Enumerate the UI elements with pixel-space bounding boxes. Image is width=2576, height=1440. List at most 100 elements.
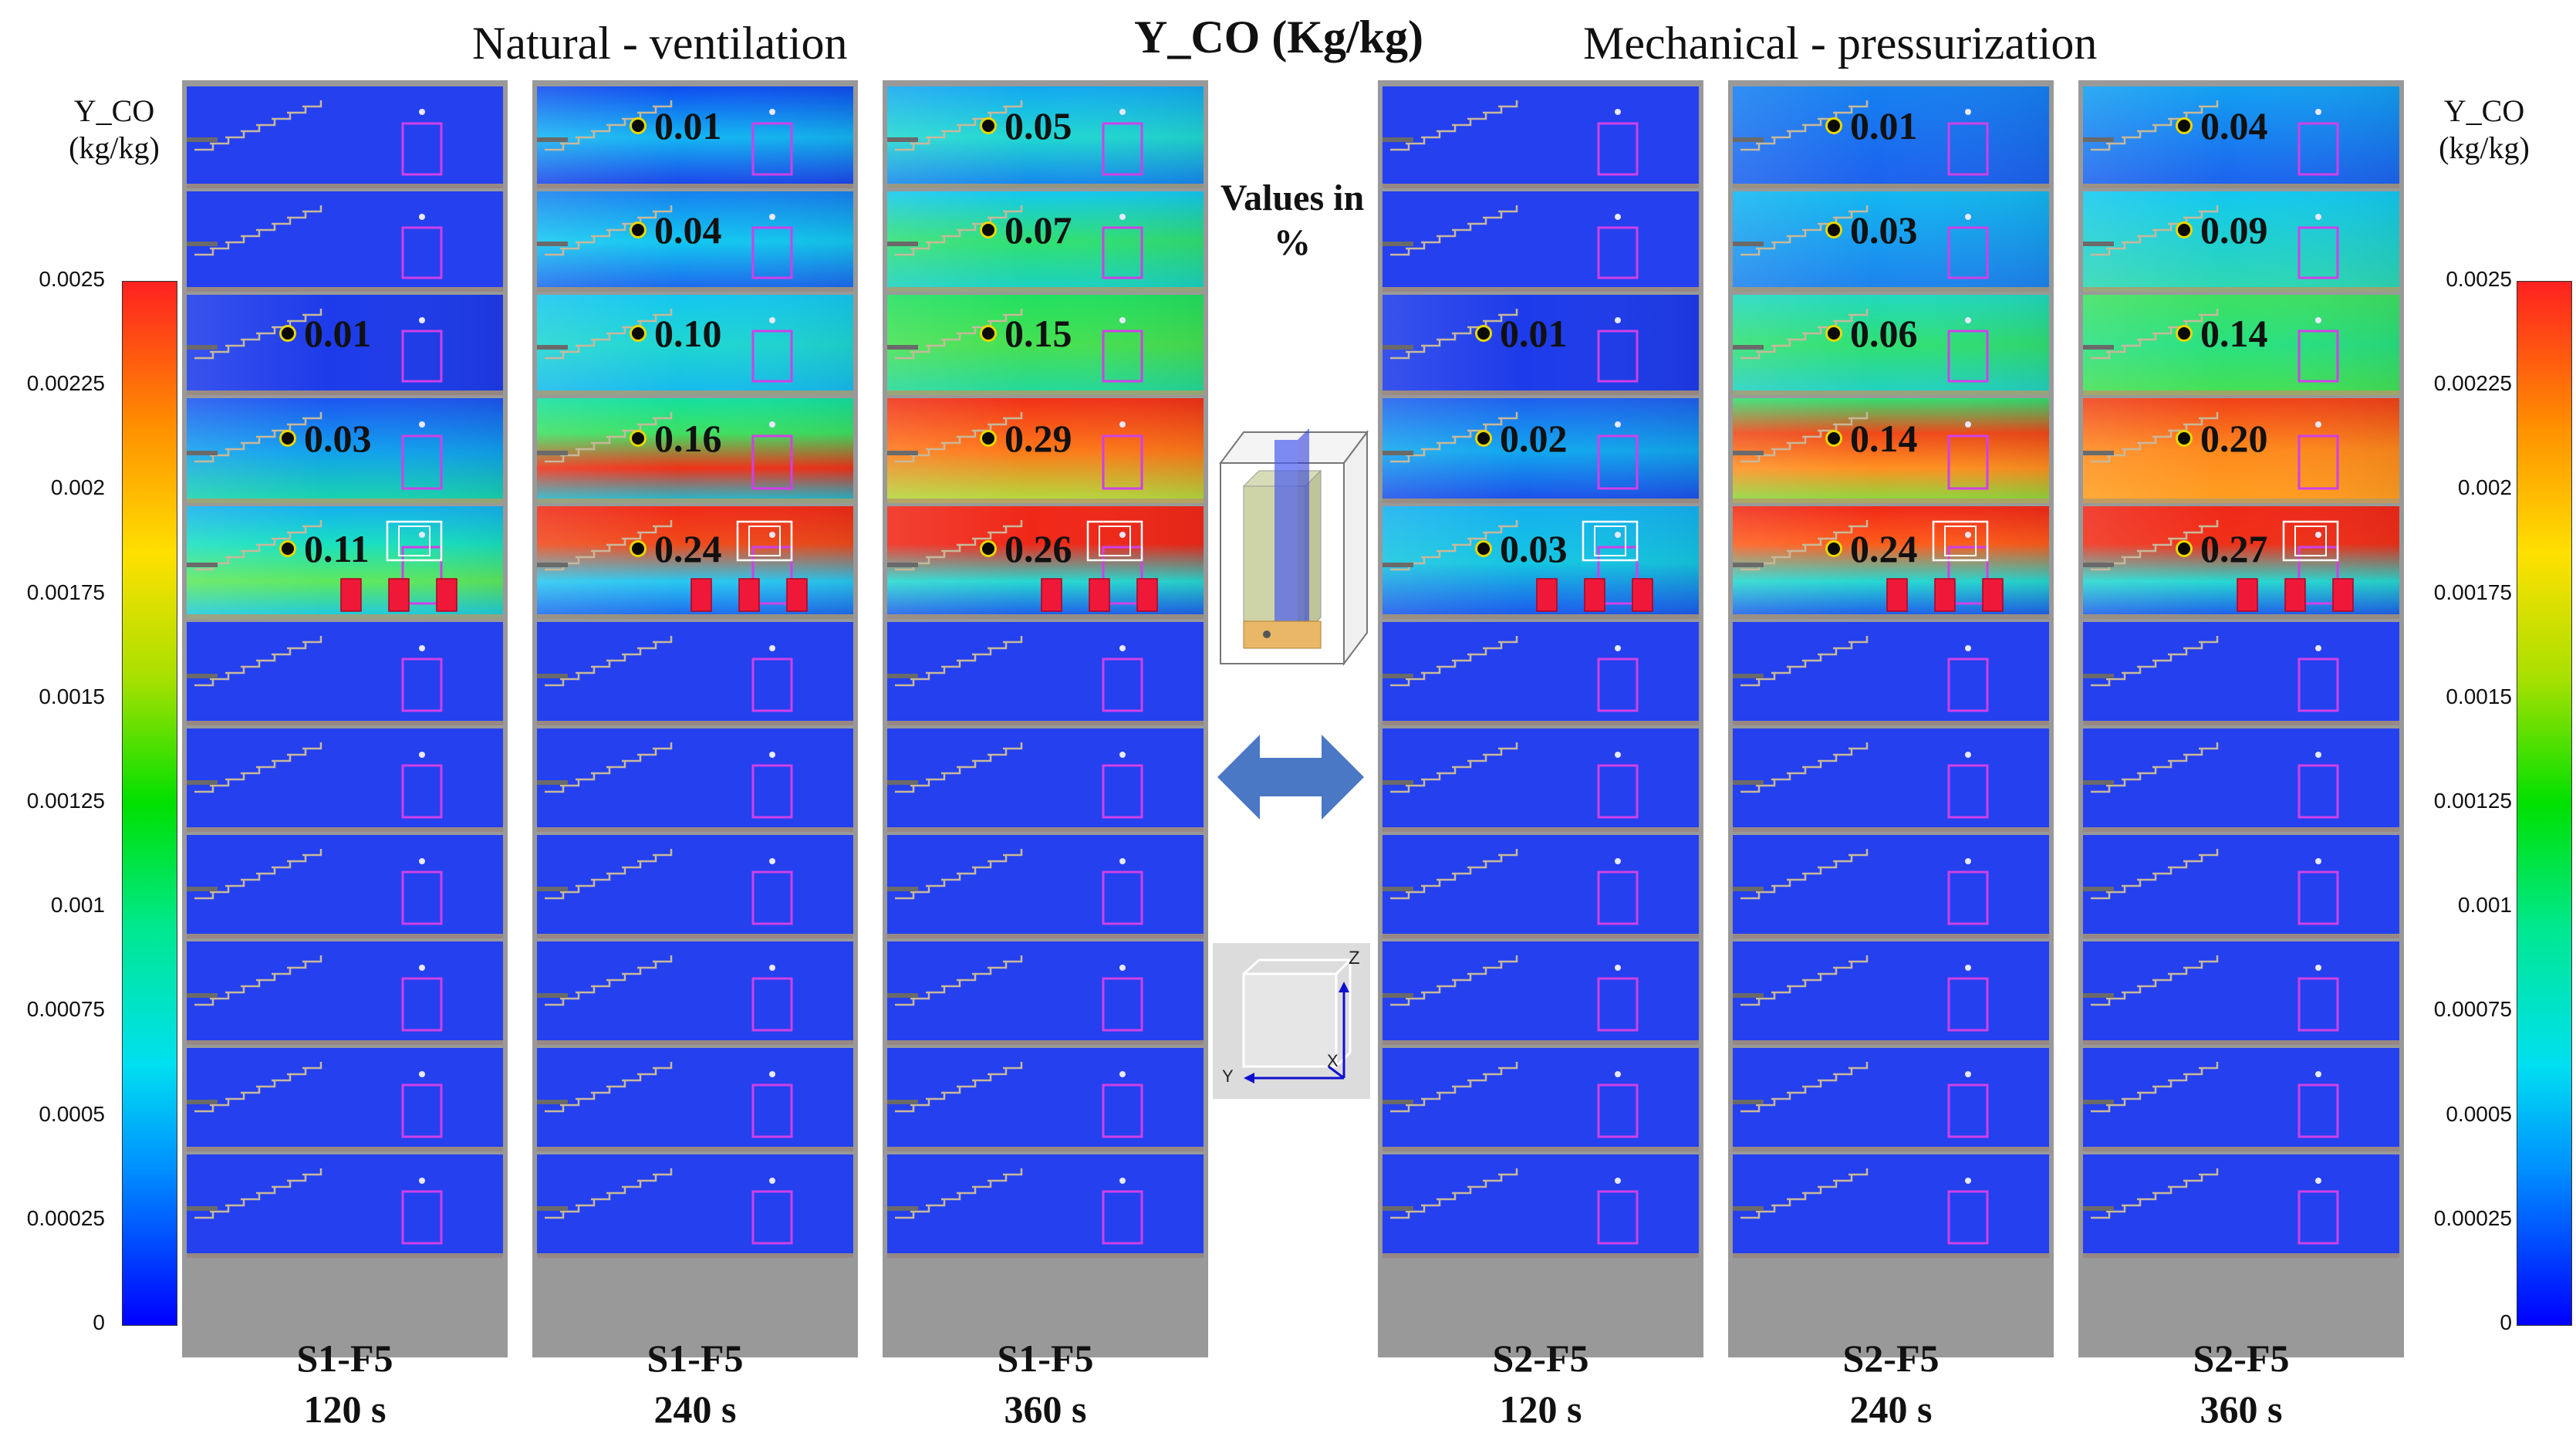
measurement-point-marker	[279, 430, 296, 447]
co-value-label: 0.14	[2200, 312, 2268, 355]
floor-section	[2083, 622, 2399, 725]
panel-time-label: 360 s	[2200, 1388, 2283, 1431]
co-value-label: 0.04	[2200, 104, 2268, 147]
floor-section: 0.04	[537, 191, 853, 292]
measurement-point-marker	[630, 221, 647, 238]
floor-section	[1383, 835, 1699, 938]
colorbar-tick-label: 0.00125	[26, 789, 105, 813]
colorbar-tick-label: 0.0005	[2446, 1101, 2512, 1126]
floor-section: 0.01	[537, 86, 853, 188]
colorbar-tick-label: 0.00025	[26, 1205, 105, 1230]
colorbar-tick-label: 0.00125	[2433, 789, 2512, 813]
co-value-label: 0.07	[1004, 208, 1072, 252]
colorbar-tick-label: 0.00225	[2433, 371, 2512, 396]
simulation-panel: 0.01 0.02 0.03	[1378, 80, 1703, 1357]
simulation-panel: 0.05 0.07 0.15 0.29 0.26	[883, 80, 1208, 1357]
floor-section: 0.03	[1733, 191, 2049, 292]
floor-section: 0.26	[887, 506, 1204, 619]
floor-section	[1383, 86, 1699, 188]
measurement-point-marker	[1475, 325, 1492, 342]
floor-section	[887, 941, 1204, 1045]
main-title: Y_CO (Kg/kg)	[1134, 12, 1423, 63]
right-colorbar-title-line2: (kg/kg)	[2439, 130, 2530, 165]
measurement-point-marker	[980, 117, 997, 134]
panel-time-label: 240 s	[653, 1388, 737, 1431]
measurement-point-marker	[630, 325, 647, 342]
left-colorbar-title-line2: (kg/kg)	[69, 130, 160, 165]
floor-section	[1383, 728, 1699, 832]
axes-triad-icon: Z X Y	[1213, 943, 1370, 1099]
simulation-panel: 0.01 0.03 0.06 0.14 0.24	[1728, 80, 2054, 1357]
simulation-panel: 0.01 0.04 0.10 0.16 0.24	[532, 80, 858, 1357]
colorbar-tick-label: 0.00075	[2433, 997, 2512, 1022]
measurement-point-marker	[980, 430, 997, 447]
panel-time-label: 360 s	[1004, 1388, 1087, 1431]
simulation-panel: 0.01 0.03 0.11	[182, 80, 508, 1357]
floor-section	[187, 86, 503, 188]
panel-scenario-label: S2-F5	[1492, 1337, 1589, 1380]
floor-section	[2083, 1154, 2399, 1258]
building-3d-icon	[1219, 428, 1369, 666]
floor-section	[1733, 1048, 2049, 1151]
co-value-label: 0.01	[304, 312, 372, 355]
co-value-label: 0.01	[1850, 104, 1918, 147]
floor-section	[537, 1154, 853, 1258]
floor-section	[537, 835, 853, 938]
measurement-point-marker	[630, 540, 647, 557]
floor-section: 0.07	[887, 191, 1204, 292]
axis-label-z: Z	[1349, 948, 1360, 968]
co-value-label: 0.14	[1850, 417, 1918, 460]
measurement-point-marker	[980, 540, 997, 557]
measurement-point-marker	[980, 221, 997, 238]
panel-time-label: 120 s	[1499, 1388, 1582, 1431]
right-colorbar-title: Y_CO (kg/kg)	[2415, 93, 2554, 167]
axis-label-y: Y	[1222, 1066, 1234, 1086]
measurement-point-marker	[2176, 430, 2193, 447]
panel-time-label: 120 s	[303, 1388, 387, 1431]
floor-section: 0.10	[537, 295, 853, 395]
floor-section	[1383, 941, 1699, 1045]
measurement-point-marker	[279, 325, 296, 342]
measurement-point-marker	[1475, 430, 1492, 447]
co-value-label: 0.03	[1850, 208, 1918, 252]
co-value-label: 0.29	[1004, 417, 1072, 460]
floor-section: 0.01	[1383, 295, 1699, 395]
colorbar-tick-label: 0.00175	[2433, 580, 2512, 604]
floor-section	[187, 622, 503, 725]
floor-section	[887, 1048, 1204, 1151]
floor-section	[1733, 1154, 2049, 1258]
co-value-label: 0.27	[2200, 527, 2268, 570]
right-colorbar	[2517, 281, 2572, 1326]
left-colorbar	[122, 281, 177, 1326]
floor-section: 0.15	[887, 295, 1204, 395]
left-colorbar-title-line1: Y_CO	[73, 93, 155, 128]
measurement-point-marker	[1825, 325, 1842, 342]
floor-section	[537, 941, 853, 1045]
floor-section	[2083, 941, 2399, 1045]
floor-section: 0.04	[2083, 86, 2399, 188]
floor-section	[2083, 1048, 2399, 1151]
co-value-label: 0.01	[1500, 312, 1568, 355]
floor-section: 0.06	[1733, 295, 2049, 395]
simulation-panel: 0.04 0.09 0.14 0.20 0.27	[2078, 80, 2404, 1357]
co-value-label: 0.11	[304, 527, 370, 570]
measurement-point-marker	[2176, 540, 2193, 557]
panel-time-label: 240 s	[1849, 1388, 1933, 1431]
floor-section: 0.14	[2083, 295, 2399, 395]
colorbar-tick-label: 0.00075	[26, 997, 105, 1022]
measurement-point-marker	[630, 117, 647, 134]
co-value-label: 0.24	[654, 527, 722, 570]
co-value-label: 0.04	[654, 208, 722, 252]
colorbar-tick-label: 0.00175	[26, 580, 105, 604]
floor-section	[537, 1048, 853, 1151]
measurement-point-marker	[630, 430, 647, 447]
floor-section	[187, 191, 503, 292]
floor-section: 0.16	[537, 398, 853, 503]
floor-section	[887, 835, 1204, 938]
floor-section	[2083, 835, 2399, 938]
floor-section: 0.03	[1383, 506, 1699, 619]
colorbar-tick-label: 0.00025	[2433, 1205, 2512, 1230]
panel-scenario-label: S1-F5	[997, 1337, 1094, 1380]
floor-section: 0.20	[2083, 398, 2399, 503]
double-arrow-icon	[1217, 735, 1364, 820]
